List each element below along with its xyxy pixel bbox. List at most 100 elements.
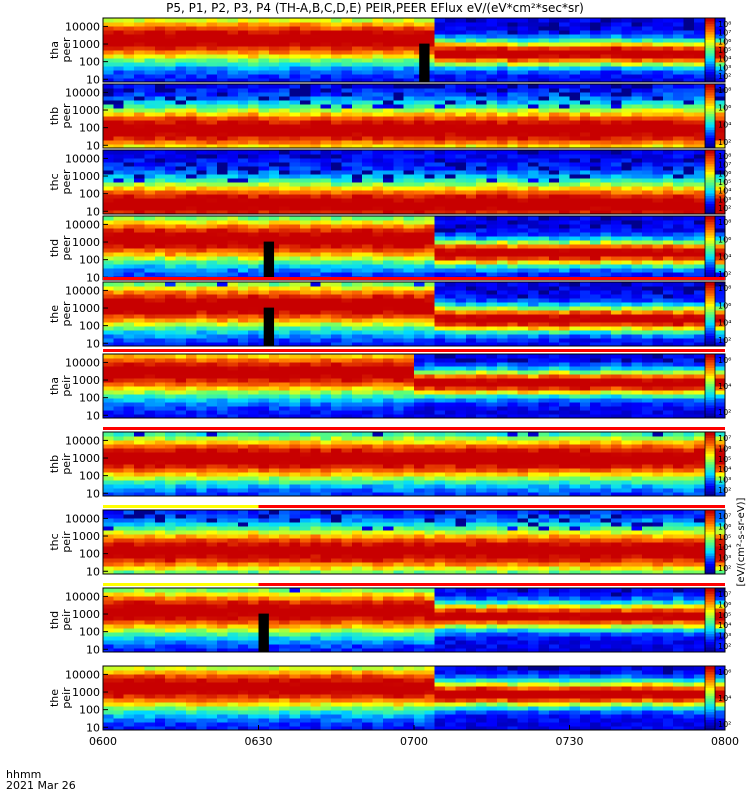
heatmap-cell (103, 104, 114, 109)
heatmap-cell (362, 70, 374, 75)
heatmap-cell (642, 224, 654, 229)
heatmap-cell (631, 58, 643, 63)
heatmap-cell (693, 236, 705, 241)
heatmap-cell (621, 78, 633, 83)
heatmap-cell (299, 70, 311, 75)
heatmap-cell (217, 264, 228, 269)
heatmap-cell (528, 30, 539, 35)
heatmap-cell (258, 58, 270, 63)
heatmap-cell (579, 70, 591, 75)
heatmap-cell (610, 70, 622, 75)
heatmap-cell (548, 256, 560, 261)
heatmap-cell (206, 298, 218, 303)
heatmap-cell (559, 132, 571, 137)
heatmap-cell (455, 38, 467, 43)
heatmap-cell (175, 132, 187, 137)
heatmap-cell (538, 198, 550, 203)
heatmap-cell (217, 334, 228, 339)
heatmap-cell (486, 74, 498, 79)
heatmap-cell (237, 232, 249, 237)
heatmap-cell (185, 42, 197, 47)
heatmap-cell (445, 112, 457, 117)
heatmap-cell (445, 38, 457, 43)
heatmap-cell (621, 330, 633, 335)
heatmap-cell (310, 50, 322, 55)
heatmap-cell (154, 166, 166, 171)
heatmap-cell (424, 38, 436, 43)
colorbar-segment (705, 266, 715, 270)
heatmap-cell (424, 158, 436, 163)
heatmap-cell (548, 84, 560, 89)
heatmap-cell (559, 144, 571, 149)
heatmap-cell (393, 66, 405, 71)
heatmap-cell (600, 158, 612, 163)
heatmap-cell (268, 92, 280, 97)
heatmap-cell (123, 104, 135, 109)
heatmap-cell (414, 224, 425, 229)
heatmap-cell (175, 18, 187, 23)
colorbar-segment (705, 208, 715, 212)
heatmap-cell (320, 62, 332, 67)
heatmap-cell (196, 116, 208, 121)
heatmap-cell (476, 46, 488, 51)
heatmap-cell (154, 120, 166, 125)
heatmap-cell (642, 46, 654, 51)
heatmap-cell (237, 252, 249, 257)
heatmap-cell (517, 158, 529, 163)
heatmap-cell (517, 144, 529, 149)
heatmap-cell (600, 228, 612, 233)
heatmap-cell (103, 306, 114, 311)
heatmap-cell (476, 322, 488, 327)
heatmap-cell (196, 210, 208, 215)
colorbar-segment (705, 126, 715, 130)
heatmap-cell (206, 244, 218, 249)
heatmap-cell (144, 144, 156, 149)
heatmap-cell (445, 326, 457, 331)
heatmap-cell (569, 128, 581, 133)
heatmap-cell (559, 46, 571, 51)
heatmap-cell (154, 54, 166, 59)
heatmap-cell (372, 260, 384, 265)
heatmap-cell (414, 136, 425, 141)
heatmap-cell (227, 96, 239, 101)
heatmap-cell (331, 186, 343, 191)
y-tick-label: 10 (86, 271, 100, 284)
heatmap-cell (372, 58, 384, 63)
heatmap-cell (476, 210, 488, 215)
heatmap-cell (382, 128, 394, 133)
heatmap-cell (320, 326, 332, 331)
heatmap-cell (393, 46, 405, 51)
heatmap-cell (579, 342, 591, 347)
heatmap-cell (206, 272, 218, 277)
heatmap-cell (673, 294, 685, 299)
heatmap-cell (134, 70, 146, 75)
heatmap-cell (237, 158, 249, 163)
heatmap-cell (673, 166, 685, 171)
heatmap-cell (496, 158, 508, 163)
heatmap-cell (185, 190, 197, 195)
heatmap-cell (372, 290, 384, 295)
heatmap-cell (548, 268, 560, 273)
heatmap-cell (113, 62, 125, 67)
heatmap-cell (196, 236, 208, 241)
heatmap-cell (631, 264, 643, 269)
heatmap-cell (237, 70, 249, 75)
y-tick-label: 100 (79, 320, 100, 333)
heatmap-cell (258, 224, 270, 229)
heatmap-cell (299, 232, 311, 237)
heatmap-cell (217, 342, 228, 347)
heatmap-cell (445, 70, 457, 75)
heatmap-cell (683, 182, 695, 187)
colorbar-segment (705, 42, 715, 46)
heatmap-cell (693, 144, 705, 149)
heatmap-cell (621, 314, 633, 319)
heatmap-cell (113, 170, 125, 175)
heatmap-cell (237, 216, 249, 221)
heatmap-cell (227, 104, 239, 109)
heatmap-cell (642, 30, 654, 35)
heatmap-cell (237, 144, 249, 149)
heatmap-cell (683, 224, 695, 229)
heatmap-cell (227, 202, 239, 207)
heatmap-cell (455, 310, 467, 315)
heatmap-cell (175, 268, 187, 273)
